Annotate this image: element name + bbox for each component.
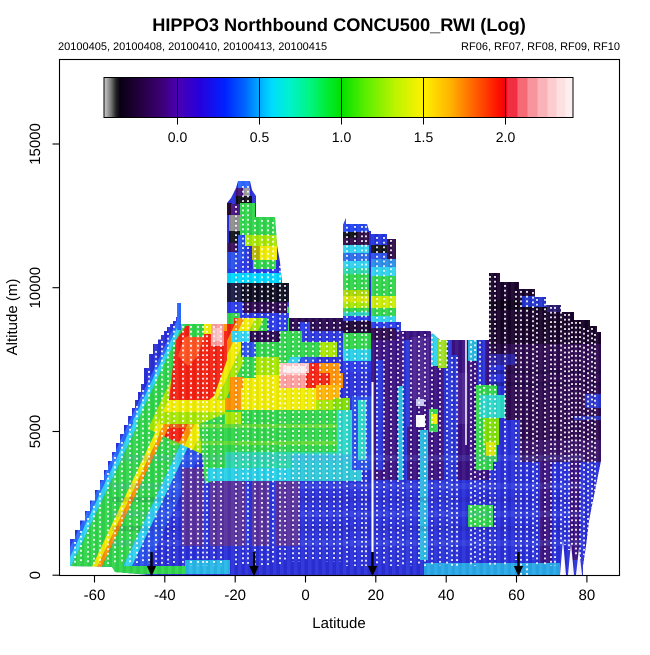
svg-text:1.5: 1.5 (414, 129, 434, 145)
svg-text:RF06, RF07, RF08, RF09, RF10: RF06, RF07, RF08, RF09, RF10 (461, 41, 620, 53)
svg-text:20100405, 20100408, 20100410,: 20100405, 20100408, 20100410, 20100413, … (58, 41, 327, 53)
svg-text:80: 80 (579, 587, 596, 604)
svg-text:-60: -60 (84, 587, 106, 604)
svg-text:1.0: 1.0 (332, 129, 352, 145)
svg-text:10000: 10000 (27, 267, 44, 309)
svg-text:0: 0 (301, 587, 309, 604)
svg-text:HIPPO3 Northbound CONCU500_RWI: HIPPO3 Northbound CONCU500_RWI (Log) (152, 15, 526, 35)
svg-text:-20: -20 (224, 587, 246, 604)
svg-text:-40: -40 (154, 587, 176, 604)
svg-text:5000: 5000 (27, 415, 44, 448)
svg-text:2.0: 2.0 (496, 129, 516, 145)
svg-text:Latitude: Latitude (312, 615, 365, 632)
svg-text:0.5: 0.5 (250, 129, 270, 145)
svg-text:15000: 15000 (27, 123, 44, 165)
svg-text:0.0: 0.0 (168, 129, 188, 145)
svg-text:60: 60 (508, 587, 525, 604)
svg-text:0: 0 (27, 571, 44, 579)
svg-text:40: 40 (438, 587, 455, 604)
svg-text:Altitude (m): Altitude (m) (4, 279, 21, 356)
svg-text:20: 20 (367, 587, 384, 604)
